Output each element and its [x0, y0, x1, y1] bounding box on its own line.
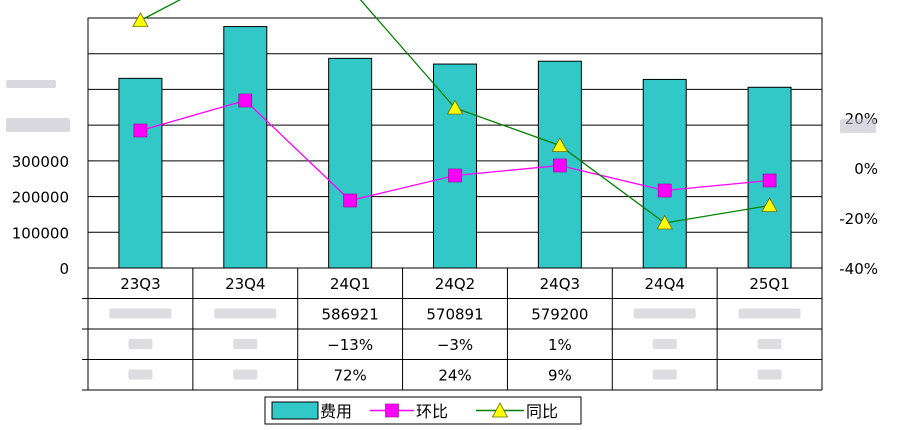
table-cell-blurred	[214, 308, 277, 319]
table-cell-blurred	[738, 308, 801, 319]
point-同比-24Q4	[656, 214, 673, 230]
table-cell-blurred	[652, 369, 677, 380]
point-环比-23Q4	[238, 93, 253, 108]
table-cell: −13%	[327, 336, 373, 354]
y-tick-label: 300000	[12, 153, 69, 171]
table-cell-blurred	[233, 369, 258, 380]
table-cell: −3%	[437, 336, 473, 354]
table-cell-blurred	[128, 339, 153, 349]
point-环比-23Q3	[133, 123, 148, 138]
data-table: 23Q3 23Q4 24Q1 24Q2 24Q3 24Q4 25Q1 586921 570891…	[82, 267, 823, 391]
point-同比-25Q1	[761, 197, 778, 212]
table-cell-blurred	[757, 369, 782, 380]
table-cell: 24%	[438, 367, 471, 385]
legend-marker-同比	[491, 402, 509, 418]
bar-24Q4	[642, 78, 687, 269]
legend-label-同比: 同比	[526, 402, 558, 421]
point-环比-24Q1	[343, 193, 357, 208]
legend-label-环比: 环比	[416, 402, 448, 421]
table-cell-blurred	[233, 339, 258, 349]
blurred-label	[6, 118, 70, 132]
y2-tick-label: 0%	[854, 160, 878, 178]
category-label: 24Q3	[540, 275, 580, 293]
y2-tick-label: -40%	[839, 260, 878, 278]
table-cell-blurred	[128, 369, 153, 380]
y-tick-label: 200000	[12, 189, 69, 207]
table-cell-blurred	[109, 308, 172, 319]
category-label: 24Q4	[644, 275, 684, 293]
category-label: 25Q1	[749, 275, 789, 293]
legend-label-费用: 费用	[320, 402, 352, 421]
point-同比-23Q3	[132, 12, 149, 27]
bar-24Q1	[328, 57, 373, 269]
point-环比-25Q1	[762, 173, 777, 188]
table-cell: 570891	[426, 306, 483, 324]
category-label: 23Q4	[225, 275, 265, 293]
category-label: 24Q1	[330, 275, 370, 293]
legend: 费用 环比 同比	[264, 396, 582, 425]
left-axis-labels: 0 100000 200000 300000	[12, 153, 69, 278]
blurred-axis-marks	[6, 80, 876, 133]
line-series	[132, 0, 778, 230]
category-label: 24Q2	[435, 275, 475, 293]
table-cell-blurred	[652, 339, 677, 349]
table-cell: 586921	[322, 306, 379, 324]
y-tick-label: 100000	[12, 224, 69, 242]
table-cell-blurred	[757, 339, 782, 349]
blurred-label	[6, 80, 56, 88]
bar-24Q2	[433, 63, 477, 269]
bar-23Q3	[118, 77, 163, 269]
bar-23Q4	[223, 26, 268, 269]
table-cell: 579200	[531, 306, 588, 324]
y-tick-label: 0	[59, 260, 69, 278]
table-cell-blurred	[633, 308, 696, 319]
legend-marker-环比	[385, 403, 399, 418]
point-环比-24Q2	[448, 168, 462, 183]
legend-swatch-费用	[271, 401, 319, 420]
table-cell: 9%	[548, 367, 572, 385]
right-axis-labels: -40%-20%0%20%	[839, 110, 878, 278]
point-环比-24Q4	[657, 183, 672, 198]
y2-tick-label: -20%	[839, 210, 878, 228]
table-cell: 72%	[333, 367, 366, 385]
category-label: 23Q3	[120, 275, 160, 293]
blurred-label	[840, 119, 876, 133]
table-cell: 1%	[548, 336, 572, 354]
point-同比-24Q2	[446, 99, 464, 115]
point-环比-24Q3	[553, 158, 567, 173]
point-同比-24Q3	[551, 137, 569, 152]
